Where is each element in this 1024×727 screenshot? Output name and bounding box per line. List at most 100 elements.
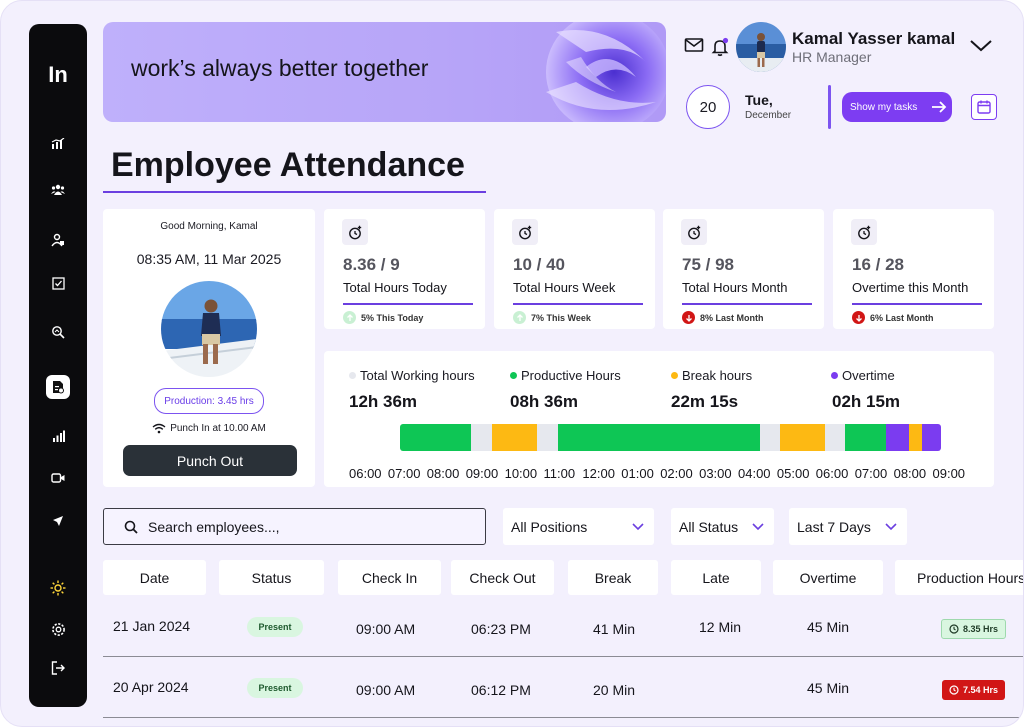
- search-employees-input[interactable]: Search employees...,: [103, 508, 486, 545]
- timeline-time-label: 02:00: [660, 466, 693, 481]
- column-header-late[interactable]: Late: [671, 560, 761, 595]
- column-header-overtime[interactable]: Overtime: [773, 560, 883, 595]
- column-header-check-in[interactable]: Check In: [338, 560, 441, 595]
- trend-up-icon: [343, 311, 356, 324]
- calendar-button[interactable]: [971, 94, 997, 120]
- profile-avatar[interactable]: [736, 22, 786, 72]
- timeline-segment-idle: [759, 424, 780, 451]
- stat-trend-text: 6% Last Month: [870, 312, 934, 323]
- timeline-time-label: 06:00: [815, 466, 849, 481]
- tasks-icon[interactable]: [46, 271, 70, 295]
- sidebar: In: [29, 24, 87, 707]
- stat-label: Total Hours Week: [513, 280, 616, 295]
- stat-underline: [682, 303, 812, 305]
- legend-dot: [831, 372, 838, 379]
- timeline-segment-break: [908, 424, 923, 451]
- show-my-tasks-button[interactable]: Show my tasks: [842, 92, 952, 122]
- stat-trend: 5% This Today: [343, 311, 423, 324]
- attendance-icon[interactable]: [46, 375, 70, 399]
- column-header-status[interactable]: Status: [219, 560, 324, 595]
- row-break: 20 Min: [593, 682, 636, 698]
- stat-value: 8.36 / 9: [343, 255, 400, 274]
- stat-trend: 7% This Week: [513, 311, 591, 324]
- row-divider: [103, 717, 1023, 718]
- column-header-production-hours[interactable]: Production Hours: [895, 560, 1023, 595]
- timeline-time-label: 06:00: [349, 466, 382, 481]
- timeline-time-label: 08:00: [893, 466, 927, 481]
- logout-icon[interactable]: [46, 656, 70, 680]
- row-divider: [103, 656, 1023, 657]
- timeline-segment-break: [779, 424, 826, 451]
- stat-trend: 6% Last Month: [852, 311, 934, 324]
- date-day-number: 20: [686, 85, 730, 129]
- legend-total-working: Total Working hours: [349, 368, 475, 383]
- row-late: 12 Min: [699, 619, 742, 635]
- column-header-break[interactable]: Break: [568, 560, 658, 595]
- status-badge: Present: [247, 678, 303, 698]
- team-icon[interactable]: [46, 178, 70, 202]
- chevron-down-icon: [885, 522, 897, 530]
- analytics-icon[interactable]: [46, 424, 70, 448]
- notification-bell-icon[interactable]: [710, 37, 730, 62]
- timeline-segment-overtime: [885, 424, 909, 451]
- mail-icon[interactable]: [684, 37, 704, 62]
- trend-down-icon: [682, 311, 695, 324]
- stat-trend: 8% Last Month: [682, 311, 764, 324]
- legend-value: 22m 15s: [671, 392, 739, 411]
- stat-label: Total Hours Month: [682, 280, 788, 295]
- row-check-out: 06:23 PM: [471, 621, 531, 637]
- video-icon[interactable]: [46, 466, 70, 490]
- send-icon[interactable]: [46, 509, 70, 533]
- profile-menu-chevron-down-icon[interactable]: [969, 39, 993, 58]
- legend-label: Overtime: [842, 368, 895, 383]
- trend-down-icon: [852, 311, 865, 324]
- stat-card-week: 10 / 40 Total Hours Week 7% This Week: [494, 209, 655, 329]
- clock-icon: [949, 685, 959, 695]
- legend-dot: [349, 372, 356, 379]
- dashboard-icon[interactable]: [46, 132, 70, 156]
- settings-icon[interactable]: [46, 617, 70, 641]
- legend-break: Break hours: [671, 368, 752, 383]
- search-icon: [124, 520, 138, 534]
- legend-label: Productive Hours: [521, 368, 621, 383]
- timeline-time-label: 04:00: [738, 466, 771, 481]
- timeline-time-label: 07:00: [854, 466, 888, 481]
- column-header-check-out[interactable]: Check Out: [451, 560, 554, 595]
- stat-underline: [852, 303, 982, 305]
- header-divider: [828, 85, 831, 129]
- legend-productive: Productive Hours: [510, 368, 621, 383]
- timeline-segment-idle: [470, 424, 492, 451]
- row-overtime: 45 Min: [807, 619, 850, 635]
- stat-trend-text: 8% Last Month: [700, 312, 764, 323]
- row-date: 20 Apr 2024: [113, 679, 189, 695]
- title-underline: [103, 191, 486, 193]
- row-check-out: 06:12 PM: [471, 682, 531, 698]
- timeline-time-label: 03:00: [699, 466, 732, 481]
- current-datetime: 08:35 AM, 11 Mar 2025: [136, 251, 282, 267]
- date-range-filter-select[interactable]: Last 7 Days: [789, 508, 907, 545]
- logo: In: [48, 62, 68, 87]
- position-filter-select[interactable]: All Positions: [503, 508, 654, 545]
- search-report-icon[interactable]: [46, 320, 70, 344]
- employee-photo: [161, 281, 257, 377]
- theme-sun-icon[interactable]: [46, 576, 70, 600]
- production-hours-badge: 7.54 Hrs: [942, 680, 1006, 700]
- users-icon[interactable]: [46, 228, 70, 252]
- column-header-date[interactable]: Date: [103, 560, 206, 595]
- stat-value: 10 / 40: [513, 255, 565, 274]
- punch-out-button[interactable]: Punch Out: [123, 445, 297, 476]
- status-filter-select[interactable]: All Status: [671, 508, 774, 545]
- production-hours-value: 7.54 Hrs: [963, 685, 999, 695]
- stat-trend-text: 5% This Today: [361, 312, 424, 323]
- clock-icon: [949, 624, 959, 634]
- timer-add-icon: [681, 219, 707, 245]
- legend-label: Total Working hours: [360, 368, 475, 383]
- timer-add-icon: [851, 219, 877, 245]
- legend-dot: [510, 372, 517, 379]
- date-month: December: [745, 110, 792, 121]
- show-my-tasks-label: Show my tasks: [850, 101, 918, 113]
- row-check-in: 09:00 AM: [356, 621, 416, 637]
- timeline-time-label: 05:00: [776, 466, 810, 481]
- motivation-banner: work’s always better together: [103, 22, 666, 122]
- wifi-icon: [152, 423, 166, 434]
